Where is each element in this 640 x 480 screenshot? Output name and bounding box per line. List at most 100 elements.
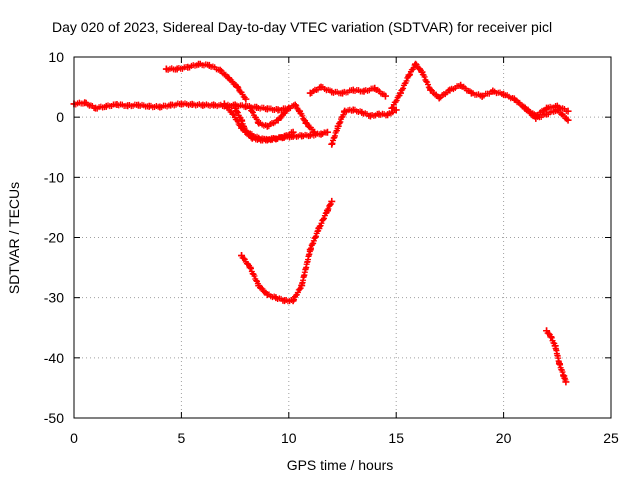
trail-marker — [291, 296, 298, 303]
trail-marker — [247, 265, 254, 272]
data-point — [427, 86, 435, 94]
data-point — [328, 140, 336, 148]
trail-marker — [309, 241, 316, 248]
series-arc-low-u — [238, 197, 336, 305]
data-point — [457, 81, 465, 89]
data-point — [323, 128, 331, 136]
data-point — [173, 65, 181, 73]
data-point — [113, 101, 121, 109]
data-point — [188, 101, 196, 109]
trail-marker — [250, 109, 256, 116]
y-tick-label: -40 — [44, 350, 64, 366]
data-point — [296, 107, 304, 115]
data-point — [233, 83, 241, 91]
trail-marker — [253, 116, 260, 123]
x-tick-label: 0 — [70, 430, 78, 446]
data-point — [339, 89, 346, 97]
data-point — [81, 99, 89, 107]
trail-marker — [318, 220, 325, 227]
trail-marker — [340, 111, 347, 118]
data-point — [311, 128, 319, 136]
data-point — [156, 103, 164, 111]
data-point — [167, 101, 175, 109]
data-point — [298, 132, 306, 140]
x-tick-label: 15 — [388, 430, 404, 446]
x-tick-label: 25 — [603, 430, 619, 446]
data-point — [551, 342, 559, 350]
trail-marker — [393, 97, 400, 104]
trail-marker — [327, 201, 334, 208]
data-point — [242, 95, 250, 103]
data-point — [543, 327, 551, 335]
data-point — [396, 89, 404, 97]
data-point — [184, 63, 192, 71]
trail-marker — [293, 103, 300, 110]
y-tick-label: -30 — [44, 290, 64, 306]
data-point — [341, 107, 349, 115]
x-tick-label: 5 — [178, 430, 186, 446]
data-point — [315, 224, 323, 232]
data-point — [564, 107, 572, 115]
data-point — [272, 294, 280, 302]
data-point — [543, 110, 551, 118]
trail-marker — [251, 273, 258, 280]
series-arc-main — [70, 99, 293, 114]
x-tick-label: 20 — [496, 430, 512, 446]
data-point — [412, 60, 420, 68]
data-point — [349, 86, 357, 94]
data-point — [306, 246, 314, 254]
data-point — [124, 102, 132, 110]
data-point — [225, 74, 233, 82]
data-point — [195, 60, 203, 68]
data-point — [246, 264, 254, 272]
data-point — [278, 134, 286, 142]
data-point — [289, 132, 297, 140]
data-point — [500, 90, 508, 98]
data-point — [220, 100, 228, 108]
data-point — [384, 111, 392, 119]
data-point — [205, 61, 213, 69]
data-point — [564, 116, 572, 124]
data-point — [91, 104, 99, 112]
series-arc-tail — [521, 104, 572, 124]
y-tick-label: -50 — [44, 410, 64, 426]
data-point — [289, 297, 297, 305]
series-arc-loop — [246, 101, 319, 136]
data-point — [467, 89, 475, 97]
data-point — [478, 92, 486, 100]
x-tick-label: 10 — [281, 430, 297, 446]
data-point — [268, 135, 276, 143]
trail-marker — [403, 77, 410, 84]
data-point — [510, 95, 518, 103]
trail-marker — [235, 85, 242, 92]
series-arc-peak — [388, 60, 572, 120]
data-point — [328, 197, 336, 205]
data-point — [274, 106, 282, 114]
data-point — [238, 116, 246, 124]
trail-marker — [234, 109, 241, 116]
data-point — [281, 297, 289, 305]
series-arc-mid — [306, 83, 389, 100]
x-axis-label: GPS time / hours — [287, 457, 394, 473]
trail-marker — [312, 234, 319, 241]
data-point — [555, 360, 563, 368]
trail-marker — [294, 289, 301, 296]
data-point — [255, 282, 263, 290]
data-point — [349, 106, 357, 114]
y-tick-label: 0 — [56, 109, 64, 125]
data-point — [302, 119, 310, 127]
data-point — [334, 122, 342, 130]
trail-marker — [313, 233, 320, 240]
data-point — [216, 66, 224, 74]
axis-ticks: 0 5 10 15 20 25 10 0 -10 -20 -30 -40 -50 — [44, 49, 619, 446]
data-point — [317, 83, 325, 91]
data-point — [366, 112, 374, 120]
data-point — [257, 136, 265, 144]
data-point — [162, 65, 170, 73]
trail-marker — [423, 78, 430, 85]
data-point — [547, 333, 555, 341]
data-points — [70, 60, 572, 386]
data-point — [306, 89, 314, 97]
data-point — [255, 119, 263, 127]
data-point — [246, 104, 254, 112]
